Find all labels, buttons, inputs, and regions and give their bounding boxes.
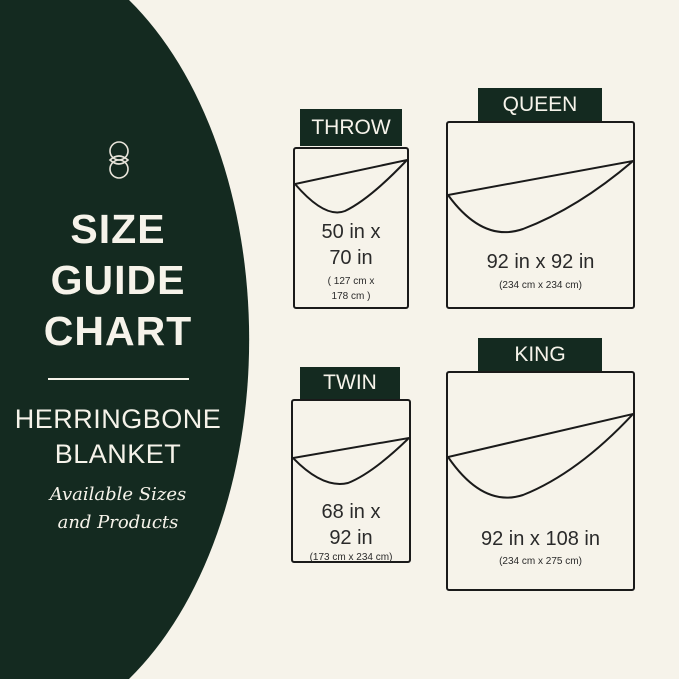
fold-icon [293, 436, 409, 485]
left-panel [0, 0, 250, 679]
size-label-twin: TWIN [300, 367, 400, 399]
blanket-card-king: 92 in x 108 in (234 cm x 275 cm) [446, 371, 635, 591]
blanket-card-queen: 92 in x 92 in (234 cm x 234 cm) [446, 121, 635, 309]
title-line-2: GUIDE [50, 257, 186, 303]
dimension-cm: (234 cm x 234 cm) [499, 280, 582, 291]
dimension-in: 92 in x 108 in [481, 528, 600, 550]
size-label-king: KING [478, 338, 602, 371]
title-line-3: CHART [43, 308, 193, 354]
dimension-in: 70 in [329, 247, 373, 269]
fold-icon [448, 412, 633, 499]
size-label-throw: THROW [300, 109, 402, 146]
fold-icon [295, 158, 407, 214]
blanket-card-twin: 68 in x 92 in (173 cm x 234 cm) [291, 399, 411, 563]
dimension-in: 50 in x [321, 221, 381, 243]
product-line-1: HERRINGBONE [14, 404, 222, 434]
product-line-2: BLANKET [54, 439, 182, 469]
dimension-cm: ( 127 cm x [327, 276, 375, 287]
subtitle-line-1: Available Sizes [49, 484, 187, 505]
blanket-card-throw: 50 in x 70 in ( 127 cm x 178 cm ) [293, 147, 409, 309]
subtitle-line-2: and Products [57, 512, 179, 533]
interlocking-rings-icon [107, 140, 131, 185]
title-line-1: SIZE [70, 206, 166, 252]
dimension-in: 68 in x [321, 501, 381, 523]
dimension-cm: 178 cm ) [331, 291, 371, 302]
dimension-in: 92 in [329, 527, 373, 549]
dimension-cm: (234 cm x 275 cm) [499, 556, 582, 567]
dimension-in: 92 in x 92 in [486, 251, 595, 273]
dimension-cm: (173 cm x 234 cm) [309, 552, 393, 563]
divider [48, 378, 189, 380]
size-label-queen: QUEEN [478, 88, 602, 121]
fold-icon [448, 159, 633, 234]
